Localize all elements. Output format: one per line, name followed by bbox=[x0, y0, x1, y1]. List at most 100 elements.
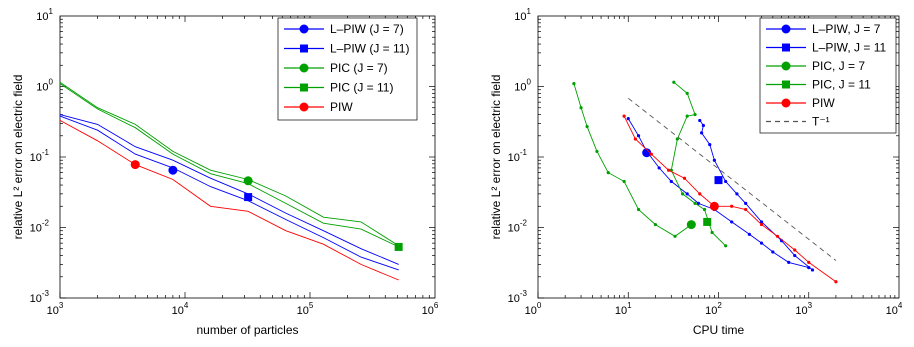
series-point bbox=[682, 176, 687, 180]
x-tick-label-exp: 3 bbox=[808, 301, 813, 310]
series-point bbox=[622, 179, 626, 184]
series-point bbox=[698, 192, 702, 196]
y-tick-label: 10-1 bbox=[30, 148, 50, 164]
series-point bbox=[735, 192, 739, 196]
legend-label: L–PIW, J = 11 bbox=[812, 41, 886, 55]
series-point bbox=[724, 244, 728, 248]
y-tick-label: 10-3 bbox=[508, 289, 528, 305]
series-point bbox=[633, 137, 637, 141]
series-point bbox=[626, 117, 630, 121]
series-line-1 bbox=[59, 115, 399, 271]
series-group bbox=[572, 80, 838, 284]
y-tick-label-base: 10 bbox=[36, 11, 48, 23]
series-point bbox=[700, 131, 704, 135]
series-marker-circle bbox=[642, 148, 652, 158]
x-tick-label-exp: 6 bbox=[434, 301, 439, 310]
series-marker-square bbox=[394, 242, 403, 251]
y-tick-label-exp: 1 bbox=[49, 7, 54, 16]
y-tick-label-base: 10 bbox=[36, 82, 48, 94]
y-tick-label-exp: -2 bbox=[520, 219, 528, 228]
series-point bbox=[793, 253, 797, 258]
x-tick-label-exp: 4 bbox=[184, 301, 189, 310]
series-point bbox=[759, 241, 764, 245]
series-point bbox=[622, 114, 626, 118]
series-point bbox=[730, 204, 734, 208]
series-line-6 bbox=[628, 97, 837, 261]
series-point bbox=[793, 248, 797, 252]
y-tick-label: 10-2 bbox=[508, 219, 528, 235]
y-tick-label-exp: 1 bbox=[527, 7, 532, 16]
series-point bbox=[810, 268, 815, 272]
series-point bbox=[595, 149, 599, 154]
series-line-5 bbox=[59, 120, 399, 281]
series-point bbox=[759, 220, 764, 224]
legend-label: PIC, J = 7 bbox=[812, 59, 865, 73]
series-point bbox=[775, 234, 780, 238]
y-tick-label-exp: 0 bbox=[527, 78, 532, 87]
x-tick-label: 100 bbox=[525, 301, 542, 317]
legend: L–PIW (J = 7) L–PIW (J = 11) PIC (J = 7) PI… bbox=[277, 17, 418, 121]
series-point bbox=[747, 232, 752, 236]
x-axis-label: number of particles bbox=[196, 323, 298, 337]
x-tick-label: 106 bbox=[422, 301, 439, 317]
series-point bbox=[807, 260, 811, 264]
series-point bbox=[653, 222, 658, 227]
legend-box bbox=[759, 17, 897, 134]
series-point bbox=[708, 142, 712, 147]
x-tick-label: 105 bbox=[297, 301, 314, 317]
legend-marker-circle bbox=[781, 61, 791, 71]
series-marker-circle bbox=[130, 160, 140, 170]
legend: L–PIW, J = 7 L–PIW, J = 11 PIC, J = 7 PIC, … bbox=[759, 17, 897, 134]
y-axis-label: relative L² error on electric field bbox=[11, 75, 25, 240]
y-tick-label: 10-2 bbox=[30, 219, 50, 235]
series-point bbox=[834, 280, 838, 284]
series-point bbox=[701, 123, 705, 128]
y-tick-label-exp: -1 bbox=[520, 148, 528, 157]
x-tick-label: 104 bbox=[172, 301, 189, 317]
legend-label: PIC (J = 11) bbox=[330, 81, 393, 95]
y-tick-label-base: 10 bbox=[508, 293, 520, 305]
series-point bbox=[636, 134, 641, 138]
x-tick-label-base: 10 bbox=[422, 305, 434, 317]
x-tick-label-base: 10 bbox=[886, 305, 898, 317]
legend-label: L–PIW (J = 11) bbox=[330, 42, 409, 56]
y-tick-label-base: 10 bbox=[508, 223, 520, 235]
series-point bbox=[657, 166, 661, 170]
series-point bbox=[667, 168, 671, 172]
x-tick-label-exp: 2 bbox=[717, 301, 722, 310]
legend-marker-circle bbox=[299, 63, 309, 73]
y-tick-label-base: 10 bbox=[30, 223, 42, 235]
legend-marker-square bbox=[782, 80, 790, 89]
legend-label: PIW bbox=[330, 100, 353, 114]
series-point bbox=[649, 152, 653, 156]
series-point bbox=[673, 234, 677, 238]
series-point bbox=[685, 91, 689, 95]
y-tick-label-exp: 0 bbox=[49, 78, 54, 87]
x-tick-label-base: 10 bbox=[297, 305, 309, 317]
y-tick-label-base: 10 bbox=[508, 152, 520, 164]
series-marker-circle bbox=[686, 220, 696, 230]
series-point bbox=[712, 158, 716, 162]
series-point bbox=[579, 106, 583, 110]
legend-label: PIC (J = 7) bbox=[330, 61, 388, 75]
x-tick-label-exp: 4 bbox=[898, 301, 903, 310]
series-point bbox=[759, 222, 764, 227]
series-point bbox=[787, 260, 791, 264]
x-tick-label-exp: 3 bbox=[59, 301, 64, 310]
series-marker-square bbox=[714, 176, 723, 185]
x-tick-label: 103 bbox=[47, 301, 64, 317]
x-tick-label-base: 10 bbox=[705, 305, 717, 317]
y-tick-label: 101 bbox=[36, 7, 53, 23]
series-point bbox=[744, 201, 748, 205]
series-point bbox=[680, 192, 685, 196]
x-tick-label-exp: 0 bbox=[537, 301, 542, 310]
legend-marker-square bbox=[300, 44, 308, 53]
series-point bbox=[675, 137, 679, 141]
y-tick-label: 100 bbox=[36, 78, 53, 94]
y-tick-label-base: 10 bbox=[30, 152, 42, 164]
y-tick-label-exp: -3 bbox=[42, 289, 50, 298]
series-point bbox=[585, 124, 589, 129]
